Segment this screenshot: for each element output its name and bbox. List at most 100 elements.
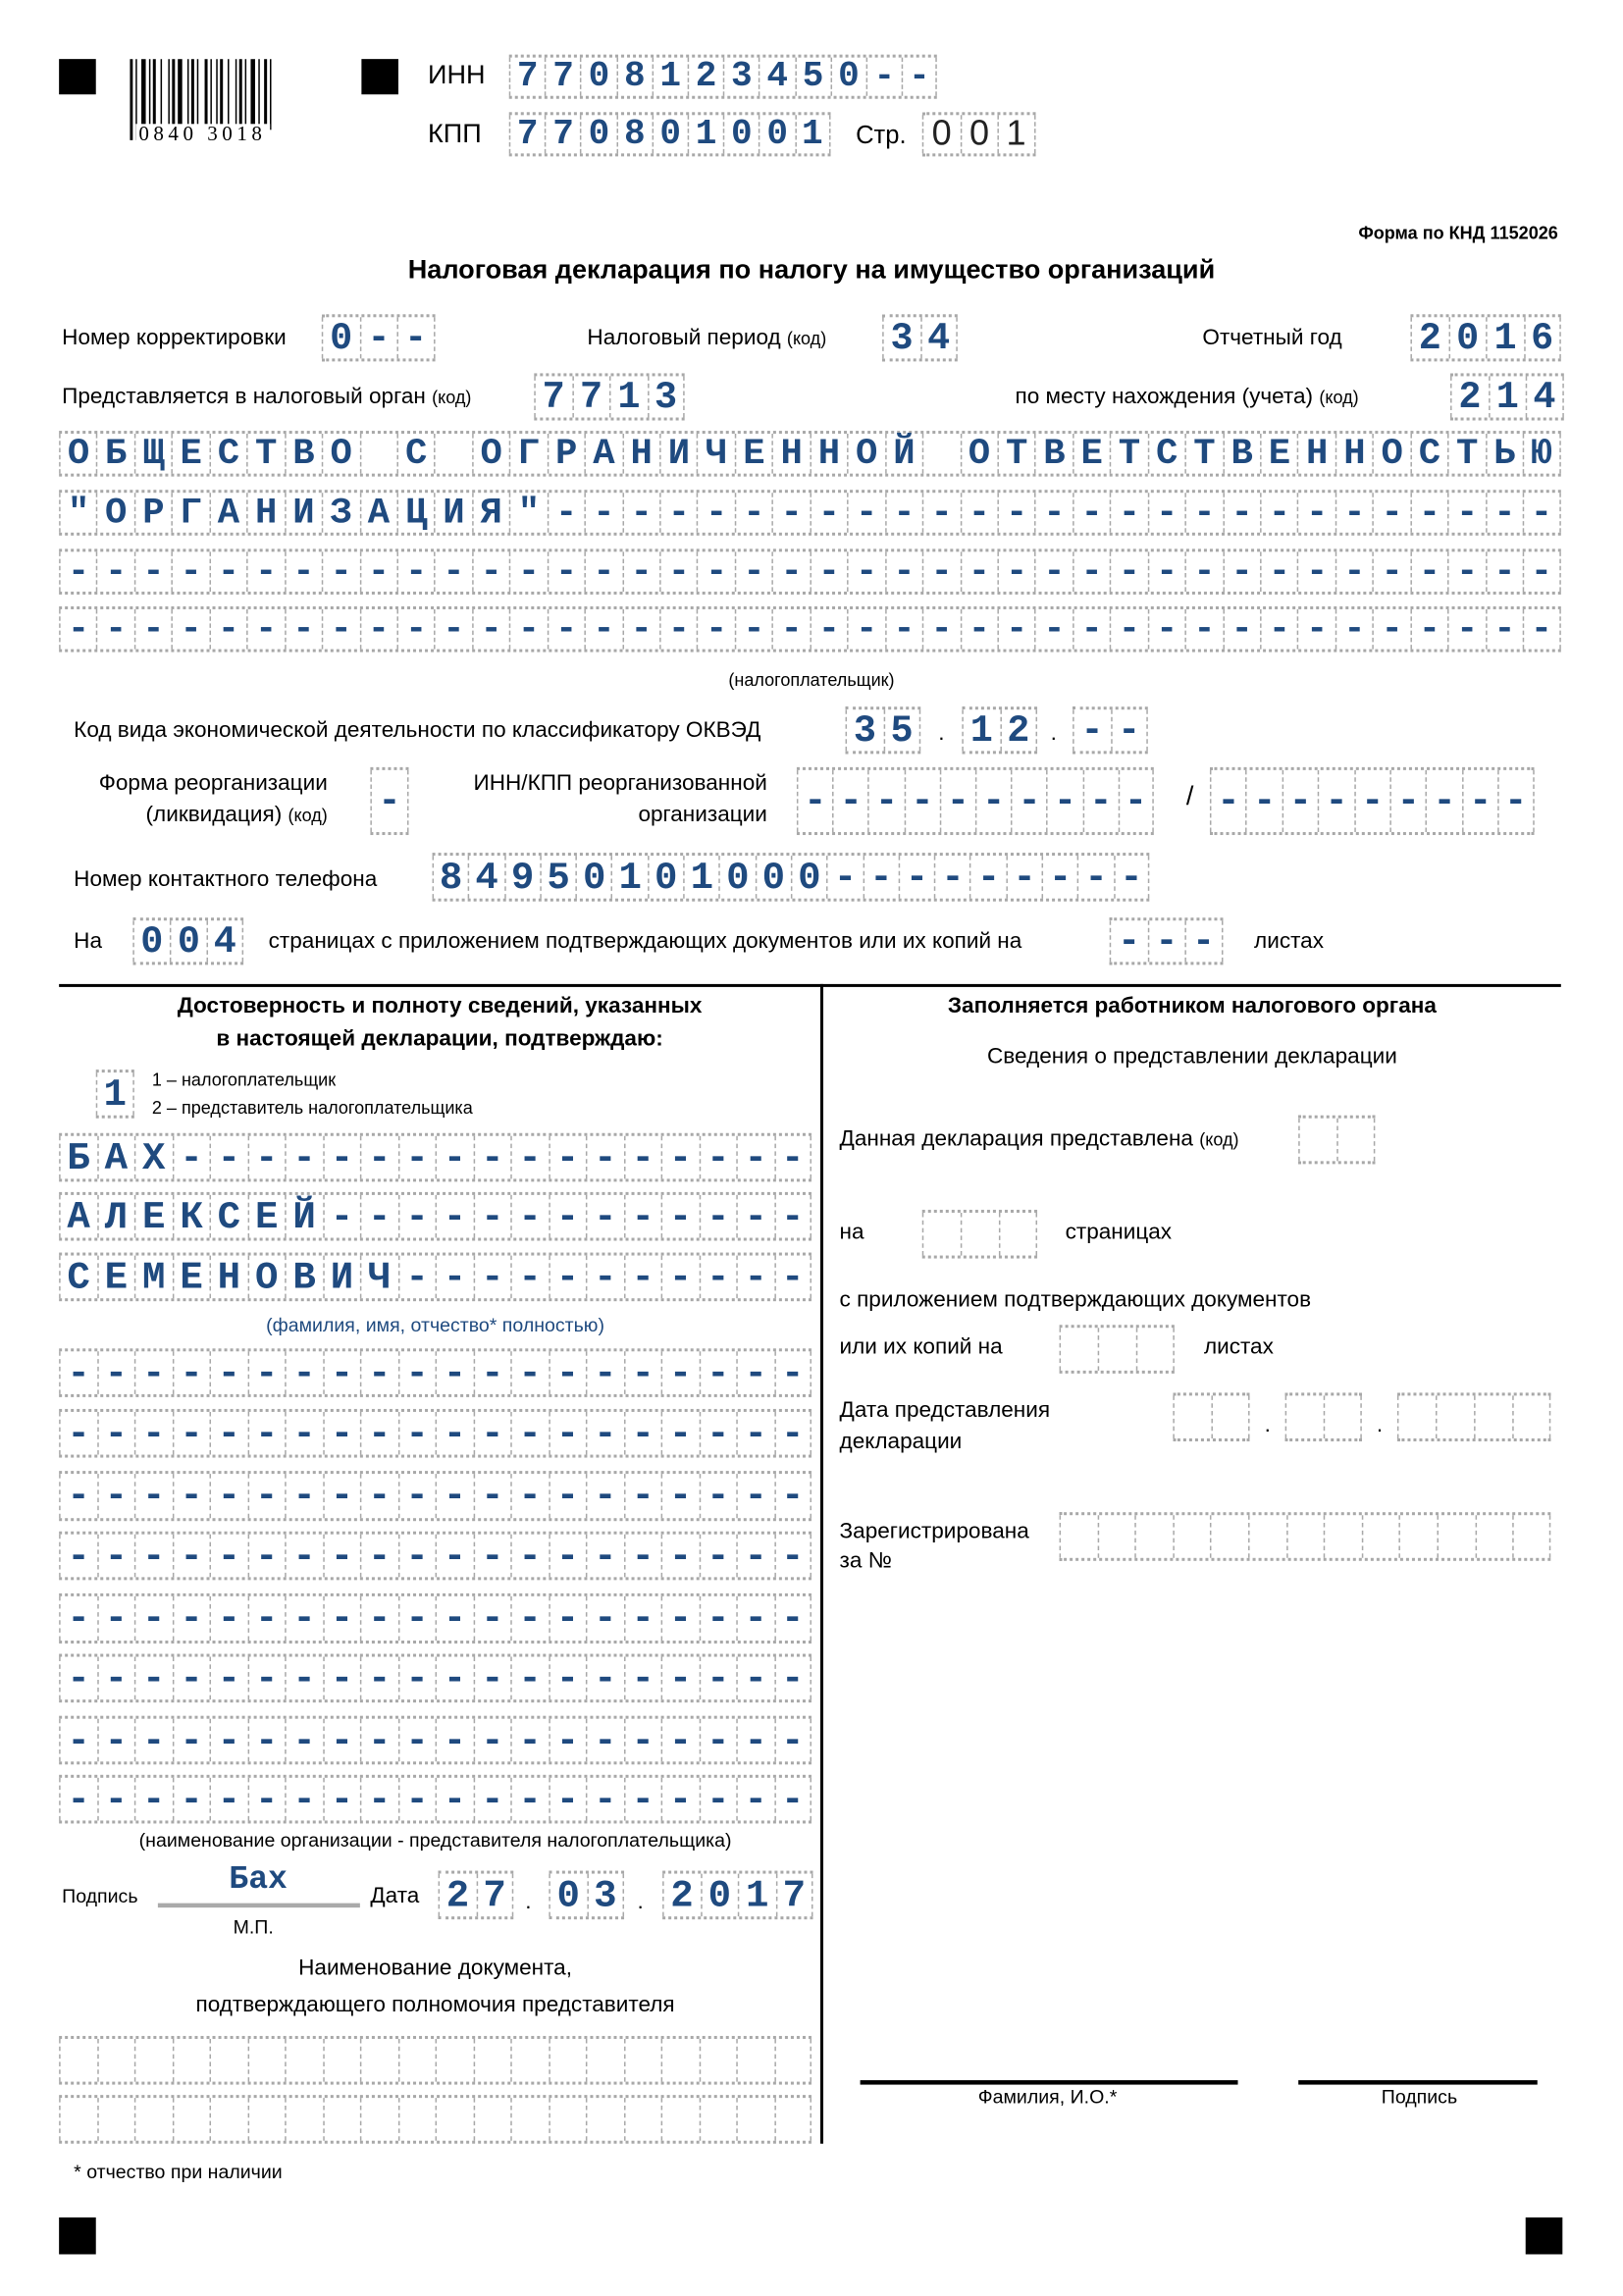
reorg-inn-cells[interactable]: ----------: [796, 766, 1154, 836]
char-cell: -: [660, 1474, 699, 1519]
footnote: * отчество при наличии: [74, 2161, 283, 2183]
char-cell: -: [773, 1255, 812, 1299]
char-cell: 0: [722, 115, 759, 154]
fio-caption: (фамилия, имя, отчество* полностью): [266, 1313, 604, 1336]
char-cell: [1361, 1515, 1398, 1558]
char-cell: -: [734, 608, 772, 650]
char-cell: [59, 2098, 96, 2141]
char-cell: А: [359, 492, 396, 534]
char-cell: [623, 2038, 660, 2082]
corner-marker: [59, 2217, 96, 2255]
char-cell: К: [172, 1194, 209, 1238]
org-row[interactable]: --------------------: [59, 1531, 812, 1581]
char-cell: А: [584, 433, 622, 474]
char-cell: Ю: [1522, 433, 1561, 474]
doc-row[interactable]: [59, 2035, 812, 2085]
char-cell: -: [898, 855, 934, 899]
doc-row[interactable]: [59, 2095, 812, 2144]
submission-year-cells[interactable]: [1396, 1392, 1551, 1442]
char-cell: -: [1041, 855, 1078, 899]
char-cell: -: [510, 1595, 548, 1642]
barcode-bar: [244, 59, 247, 130]
char-cell: -: [548, 1595, 586, 1642]
office-pages-cells[interactable]: [921, 1209, 1038, 1259]
char-cell: Н: [209, 1255, 247, 1299]
char-cell: 3: [845, 708, 883, 752]
char-cell: -: [133, 1474, 172, 1519]
submission-day-cells[interactable]: [1173, 1392, 1250, 1442]
org-row[interactable]: --------------------: [59, 1471, 812, 1522]
location-label: по месту нахождения (учета) (код): [1015, 384, 1359, 410]
char-cell: -: [285, 1656, 322, 1700]
org-row[interactable]: --------------------: [59, 1715, 812, 1765]
char-cell: -: [585, 1135, 623, 1179]
char-cell: -: [322, 1595, 360, 1642]
char-cell: -: [660, 1656, 699, 1700]
taxpayer-name-row[interactable]: ----------------------------------------: [59, 605, 1561, 652]
submission-month-cells[interactable]: [1284, 1392, 1362, 1442]
char-cell: [1134, 1515, 1173, 1558]
char-cell: 1: [997, 114, 1035, 154]
reorg-kpp-cells[interactable]: ---------: [1209, 766, 1535, 836]
org-row[interactable]: --------------------: [59, 1774, 812, 1824]
signer-type-cell[interactable]: 1: [95, 1070, 134, 1119]
reorg-code-cell[interactable]: -: [370, 766, 409, 836]
char-cell: -: [172, 1135, 209, 1179]
correction-cells[interactable]: 0--: [321, 314, 435, 362]
office-sheets-cells[interactable]: [1059, 1325, 1175, 1374]
char-cell: Н: [1297, 433, 1335, 474]
char-cell: -: [960, 492, 997, 534]
reorg-label: Форма реорганизации: [98, 770, 328, 797]
char-cell: -: [209, 1777, 247, 1821]
org-row[interactable]: --------------------: [59, 1653, 812, 1703]
sheets-cells[interactable]: ---: [1109, 917, 1223, 965]
char-cell: [1173, 1515, 1210, 1558]
char-cell: 3: [586, 1873, 625, 1917]
char-cell: -: [285, 1411, 322, 1455]
char-cell: -: [172, 1595, 209, 1642]
char-cell: 1: [683, 855, 719, 899]
char-cell: -: [1372, 551, 1410, 593]
char-cell: -: [209, 608, 246, 650]
char-cell: -: [246, 1474, 285, 1519]
org-row[interactable]: --------------------: [59, 1348, 812, 1397]
registration-number-cells[interactable]: [1059, 1512, 1550, 1561]
char-cell: -: [359, 1534, 397, 1578]
char-cell: 0: [549, 1873, 586, 1917]
char-cell: 0: [580, 57, 615, 96]
char-cell: -: [1461, 769, 1498, 833]
org-row[interactable]: --------------------: [59, 1592, 812, 1644]
char-cell: -: [697, 551, 734, 593]
submitted-code-cells[interactable]: [1298, 1115, 1376, 1165]
sign-label: Подпись: [1381, 2085, 1458, 2108]
taxpayer-name-row[interactable]: ----------------------------------------: [59, 548, 1561, 595]
char-cell: -: [59, 1534, 96, 1578]
taxpayer-name-row[interactable]: " О Р Г А Н И З А Ц И Я " - - - - - - - - - - - - - - - - - - - - - - - - - - -: [59, 490, 1561, 536]
char-cell: -: [736, 1656, 773, 1700]
org-row[interactable]: --------------------: [59, 1408, 812, 1458]
char-cell: -: [1372, 608, 1410, 650]
char-cell: -: [246, 1777, 285, 1821]
char-cell: 0: [700, 1873, 737, 1917]
char-cell: -: [585, 1194, 623, 1238]
okved-cells-3[interactable]: --: [1073, 706, 1148, 755]
char-cell: -: [934, 855, 970, 899]
copies-label: или их копий на: [839, 1334, 1003, 1360]
